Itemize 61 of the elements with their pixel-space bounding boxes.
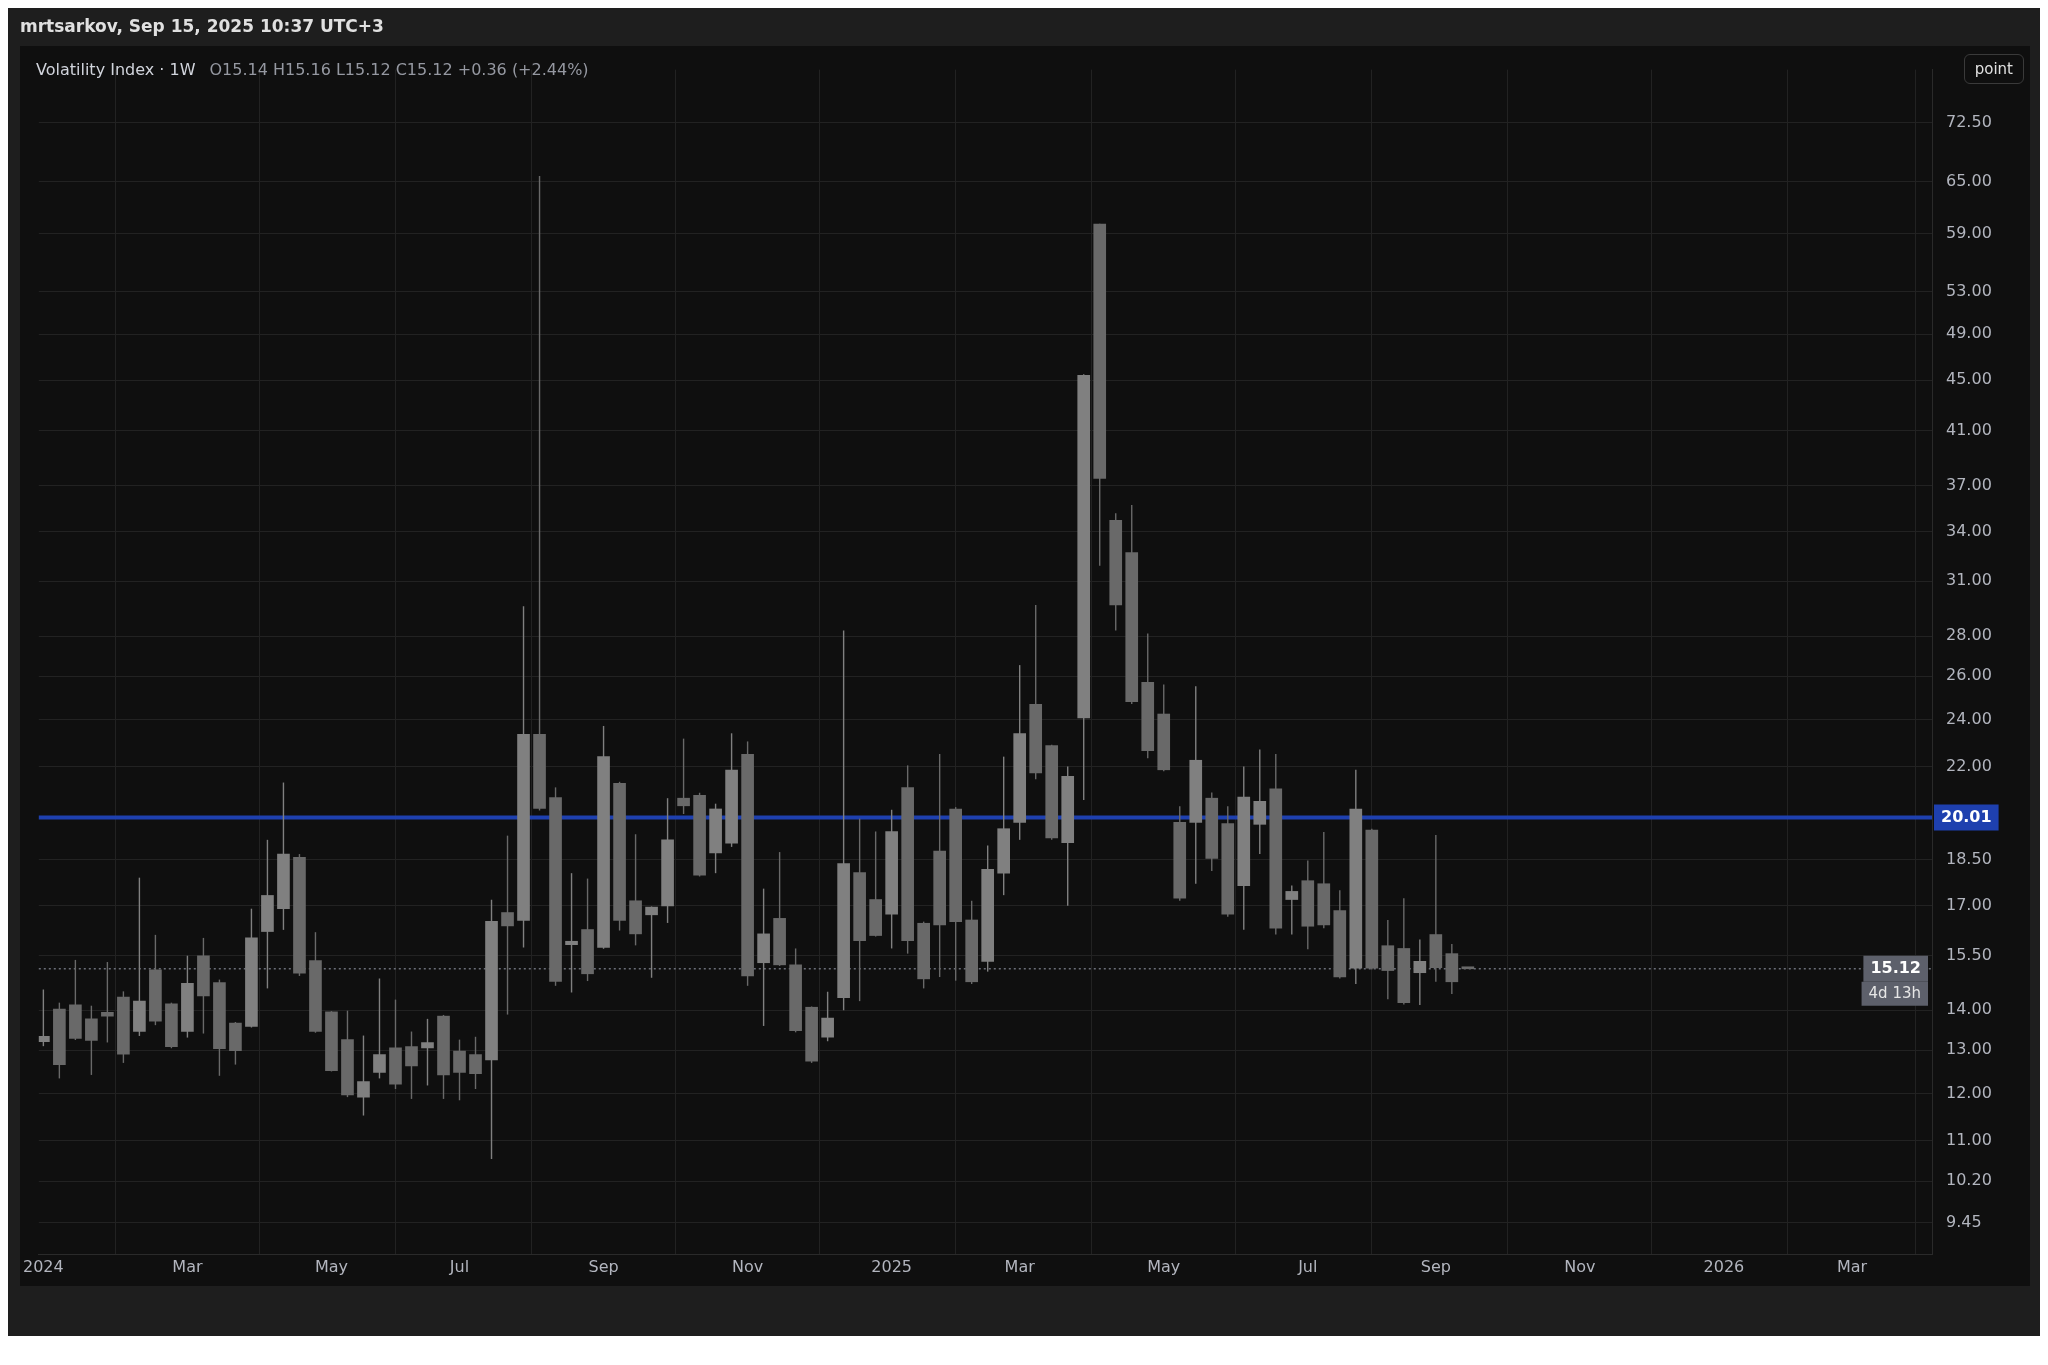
candlestick xyxy=(421,1018,434,1087)
ref-line-label: 15.12 xyxy=(1870,957,1921,977)
candlestick xyxy=(405,1030,418,1100)
x-tick-label: May xyxy=(314,1256,348,1276)
annotation: 4d 13h xyxy=(1868,983,1922,1002)
y-tick-label: 15.50 xyxy=(1946,944,1992,964)
text: mrtsarkov, Sep 15, 2025 10:37 UTC+3 xyxy=(19,15,385,38)
y-tick-label: 22.00 xyxy=(1946,755,1992,775)
candlestick xyxy=(357,1034,370,1117)
x-tick-label: Nov xyxy=(1564,1256,1596,1276)
y-tick-label: 31.00 xyxy=(1946,570,1992,590)
candlestick xyxy=(373,977,386,1080)
candlestick xyxy=(1253,748,1267,855)
candlestick xyxy=(501,834,514,1016)
y-tick-label: 12.00 xyxy=(1946,1082,1992,1102)
candlestick xyxy=(565,872,578,994)
candlestick xyxy=(1285,884,1299,936)
y-tick-label: 59.00 xyxy=(1946,223,1992,243)
x-tick-label: Mar xyxy=(1004,1256,1036,1276)
x-tick-label: Jul xyxy=(1297,1256,1318,1276)
candlestick xyxy=(85,1005,98,1076)
candlestick xyxy=(101,961,114,1044)
y-tick-label: 14.00 xyxy=(1946,999,1992,1019)
y-tick-label: 11.00 xyxy=(1946,1129,1992,1149)
chart-subtitle: O15.14 H15.16 L15.12 C15.12 +0.36 (+2.44%) xyxy=(209,60,589,79)
y-tick-label: 24.00 xyxy=(1946,708,1992,728)
candlestick xyxy=(677,737,690,815)
candlestick xyxy=(453,1038,466,1101)
candlestick xyxy=(821,991,834,1042)
x-tick-label: Mar xyxy=(172,1256,203,1276)
y-tick-label: 53.00 xyxy=(1946,280,1992,300)
y-tick-label: 37.00 xyxy=(1946,474,1992,494)
candlestick xyxy=(38,988,50,1047)
y-tick-label: 26.00 xyxy=(1946,665,1992,685)
candlestick xyxy=(469,1036,482,1090)
y-tick-label: 49.00 xyxy=(1946,323,1992,343)
y-tick-label: 65.00 xyxy=(1946,170,1992,190)
x-tick-label: 2026 xyxy=(1703,1256,1745,1276)
y-tick-label: 9.45 xyxy=(1946,1211,1982,1231)
x-tick-label: 2024 xyxy=(23,1256,64,1276)
y-tick-label: 28.00 xyxy=(1946,625,1992,645)
x-tick-label: Sep xyxy=(1420,1256,1451,1276)
candlestick xyxy=(1413,938,1427,1006)
y-tick-label: 10.20 xyxy=(1946,1170,1992,1190)
x-tick-label: Jul xyxy=(448,1256,470,1276)
x-tick-label: Nov xyxy=(731,1256,764,1276)
x-tick-label: Sep xyxy=(588,1256,619,1276)
x-tick-label: 2025 xyxy=(871,1256,913,1276)
x-tick-label: May xyxy=(1147,1256,1181,1276)
y-tick-label: 18.50 xyxy=(1946,849,1992,869)
y-tick-label: 41.00 xyxy=(1946,419,1992,439)
ref-line-label: 20.01 xyxy=(1941,806,1992,826)
y-tick-label: 72.50 xyxy=(1946,111,1992,131)
y-tick-label: 45.00 xyxy=(1946,369,1992,389)
chart-title: Volatility Index · 1W xyxy=(36,60,196,79)
y-tick-label: 34.00 xyxy=(1946,520,1992,540)
candlestick xyxy=(645,905,658,979)
x-tick-label: Mar xyxy=(1836,1256,1868,1276)
text: point xyxy=(1963,54,2024,84)
y-tick-label: 13.00 xyxy=(1946,1039,1992,1059)
y-tick-label: 17.00 xyxy=(1946,894,1992,914)
